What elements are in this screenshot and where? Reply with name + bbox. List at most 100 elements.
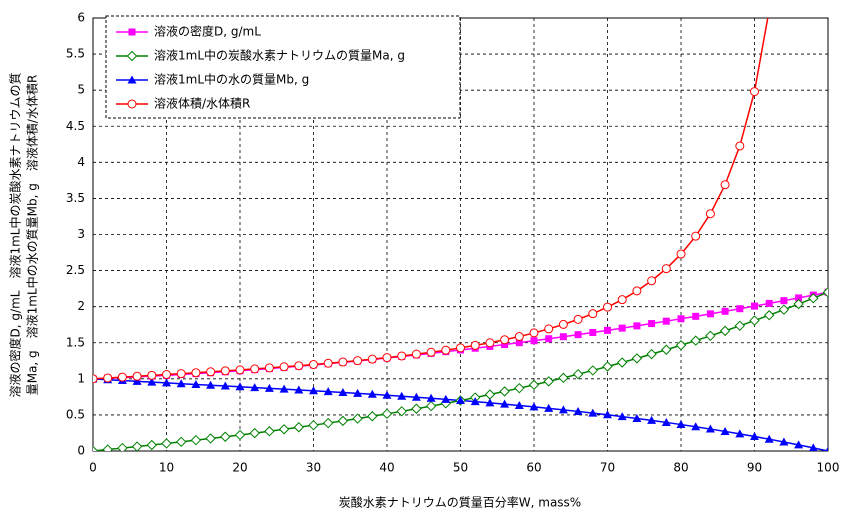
- legend-label: 溶液体積/水体積R: [154, 96, 250, 111]
- marker: [749, 315, 760, 326]
- y-tick-label: 6: [77, 11, 85, 25]
- marker: [426, 347, 436, 357]
- marker: [397, 391, 407, 400]
- x-tick-label: 30: [306, 461, 321, 475]
- marker: [588, 309, 598, 319]
- marker: [617, 412, 627, 421]
- marker: [544, 403, 554, 412]
- marker: [765, 6, 773, 14]
- marker: [456, 343, 465, 353]
- marker: [808, 293, 819, 304]
- marker: [147, 370, 157, 380]
- y-axis-title: 量Ma, g 溶液1mL中の水の質量Mb, g 溶液体積/水体積R: [25, 75, 40, 396]
- marker: [661, 417, 671, 426]
- marker: [779, 437, 789, 446]
- marker: [501, 341, 509, 349]
- marker: [249, 427, 260, 439]
- marker: [235, 382, 245, 391]
- x-tick-label: 50: [453, 461, 468, 475]
- marker: [692, 312, 700, 320]
- y-tick-label: 2: [77, 299, 85, 313]
- marker: [691, 231, 701, 241]
- marker: [294, 385, 304, 394]
- marker: [293, 422, 305, 433]
- marker: [485, 398, 495, 407]
- marker: [793, 298, 804, 310]
- marker: [750, 432, 759, 441]
- marker: [206, 380, 216, 389]
- marker: [589, 329, 597, 337]
- marker: [529, 328, 539, 338]
- marker: [352, 413, 363, 424]
- marker: [780, 297, 788, 305]
- legend: 溶液の密度D, g/mL 溶液1mL中の炭酸水素ナトリウムの質量Ma, g 溶液1m…: [105, 15, 461, 119]
- x-axis-title: 炭酸水素ナトリウムの質量百分率W, mass%: [339, 495, 581, 510]
- legend-label: 溶液1mL中の炭酸水素ナトリウムの質量Ma, g: [154, 48, 405, 63]
- marker: [662, 317, 670, 325]
- marker: [191, 379, 201, 388]
- marker: [279, 362, 289, 372]
- marker: [750, 87, 759, 97]
- marker: [367, 354, 377, 364]
- marker: [706, 310, 714, 318]
- marker: [206, 367, 216, 377]
- marker: [396, 406, 407, 417]
- marker: [514, 400, 524, 409]
- marker: [721, 307, 729, 315]
- y-tick-label: 0.5: [66, 407, 85, 421]
- marker: [308, 419, 319, 431]
- marker: [441, 394, 451, 403]
- x-tick-label: 80: [673, 461, 688, 475]
- marker: [603, 410, 612, 419]
- marker: [602, 361, 613, 372]
- legend-label: 溶液1mL中の水の質量Mb, g: [154, 72, 309, 87]
- marker: [765, 299, 773, 307]
- marker: [235, 365, 245, 375]
- marker: [323, 358, 333, 368]
- marker: [441, 345, 451, 355]
- marker: [661, 264, 671, 274]
- marker: [604, 326, 611, 334]
- marker: [147, 377, 157, 386]
- marker: [93, 374, 98, 384]
- marker: [338, 357, 348, 367]
- marker: [795, 294, 803, 302]
- x-tick-label: 10: [159, 461, 174, 475]
- marker: [382, 353, 392, 363]
- marker: [127, 75, 137, 84]
- x-tick-label: 100: [817, 461, 840, 475]
- marker: [161, 438, 172, 449]
- marker: [126, 50, 138, 62]
- marker: [425, 400, 437, 412]
- marker: [633, 322, 641, 330]
- marker: [631, 353, 643, 364]
- marker: [205, 433, 216, 444]
- marker: [131, 441, 143, 451]
- y-tick-label: 1.5: [66, 335, 85, 349]
- marker: [470, 397, 480, 406]
- marker: [132, 376, 142, 385]
- marker: [411, 403, 422, 414]
- x-tick-label: 20: [232, 461, 247, 475]
- marker: [734, 320, 746, 332]
- y-tick-label: 3: [77, 227, 85, 241]
- marker: [175, 436, 187, 448]
- marker: [264, 383, 274, 392]
- marker: [323, 387, 333, 396]
- marker: [117, 442, 128, 451]
- plot: [93, 6, 828, 451]
- marker: [705, 209, 715, 219]
- marker: [530, 337, 538, 345]
- marker: [661, 344, 672, 355]
- marker: [103, 373, 113, 383]
- marker: [544, 324, 554, 334]
- marker: [176, 369, 186, 379]
- marker: [309, 360, 318, 370]
- marker: [411, 392, 421, 401]
- y-tick-label: 4.5: [66, 119, 85, 133]
- marker: [515, 339, 523, 347]
- marker: [778, 304, 790, 315]
- marker: [309, 386, 318, 395]
- marker: [264, 363, 274, 373]
